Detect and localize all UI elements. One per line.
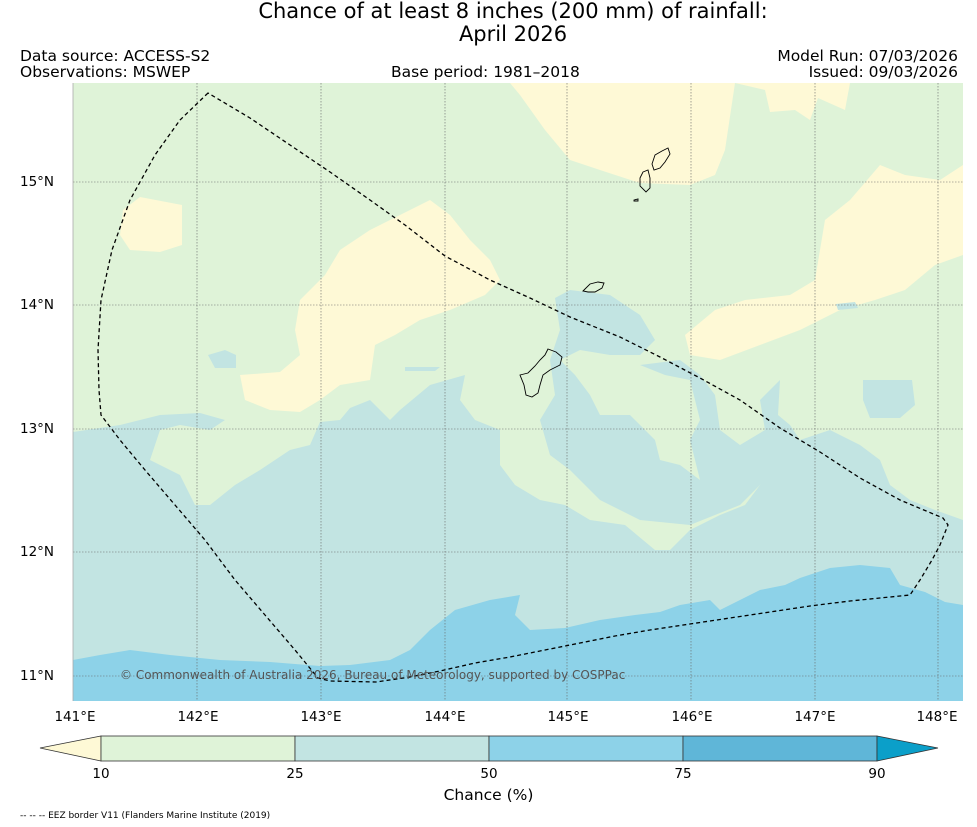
x-tick-143E: 143°E (300, 709, 342, 725)
x-tick-144E: 144°E (424, 709, 466, 725)
map-title-line2: April 2026 (458, 22, 568, 46)
region-25-50-small-centre (405, 367, 440, 371)
x-tick-145E: 145°E (547, 709, 589, 725)
data-source-label: Data source: ACCESS-S2 (20, 47, 211, 65)
y-tick-11N: 11°N (20, 668, 55, 684)
colorbar-segment-above-90 (876, 735, 939, 762)
colorbar-segment-50-75 (488, 735, 684, 762)
region-50-75-south (73, 565, 963, 701)
colorbar-tick-90: 90 (868, 766, 886, 782)
region-below-10-north (445, 83, 850, 185)
map-gridlines (73, 83, 963, 701)
island-aguijan (633, 198, 639, 202)
colorbar-tick-75: 75 (674, 766, 692, 782)
region-25-50-small-west (208, 350, 236, 368)
x-tick-147E: 147°E (794, 709, 836, 725)
island-rota (582, 281, 605, 293)
x-tick-141E: 141°E (54, 709, 96, 725)
y-tick-13N: 13°N (20, 421, 55, 437)
region-25-50-small-east (836, 302, 858, 310)
region-below-10-centre (240, 200, 500, 412)
region-below-10-northeast (685, 165, 963, 360)
base-period-label: Base period: 1981–2018 (391, 63, 580, 81)
island-tinian (639, 169, 651, 193)
y-tick-12N: 12°N (20, 544, 55, 560)
x-tick-142E: 142°E (177, 709, 219, 725)
colorbar-segment-25-50 (294, 735, 490, 762)
eez-footnote: -- -- -- EEZ border V11 (Flanders Marine… (20, 811, 271, 821)
region-25-50-east (863, 380, 915, 418)
model-run-label: Model Run: 07/03/2026 (777, 47, 958, 65)
copyright-notice: © Commonwealth of Australia 2026, Bureau… (120, 668, 626, 682)
island-guam (519, 348, 563, 398)
colorbar-tick-10: 10 (92, 766, 110, 782)
x-tick-148E: 148°E (916, 709, 958, 725)
region-below-10-west (120, 197, 182, 252)
island-outlines (519, 147, 671, 398)
y-tick-14N: 14°N (20, 297, 55, 313)
island-saipan (651, 147, 671, 171)
colorbar (39, 735, 939, 762)
colorbar-label: Chance (%) (443, 786, 534, 804)
region-50-75-tick (73, 630, 88, 655)
region-25-50-centre (540, 290, 800, 525)
y-tick-15N: 15°N (20, 174, 55, 190)
colorbar-tick-25: 25 (286, 766, 304, 782)
colorbar-segment-10-25 (100, 735, 296, 762)
map-title-line1: Chance of at least 8 inches (200 mm) of … (258, 0, 768, 23)
colorbar-segment-below-10 (39, 735, 102, 762)
x-tick-146E: 146°E (671, 709, 713, 725)
colorbar-segment-75-90 (682, 735, 878, 762)
colorbar-tick-50: 50 (480, 766, 498, 782)
issued-label: Issued: 09/03/2026 (808, 63, 958, 81)
observations-label: Observations: MSWEP (20, 63, 191, 81)
